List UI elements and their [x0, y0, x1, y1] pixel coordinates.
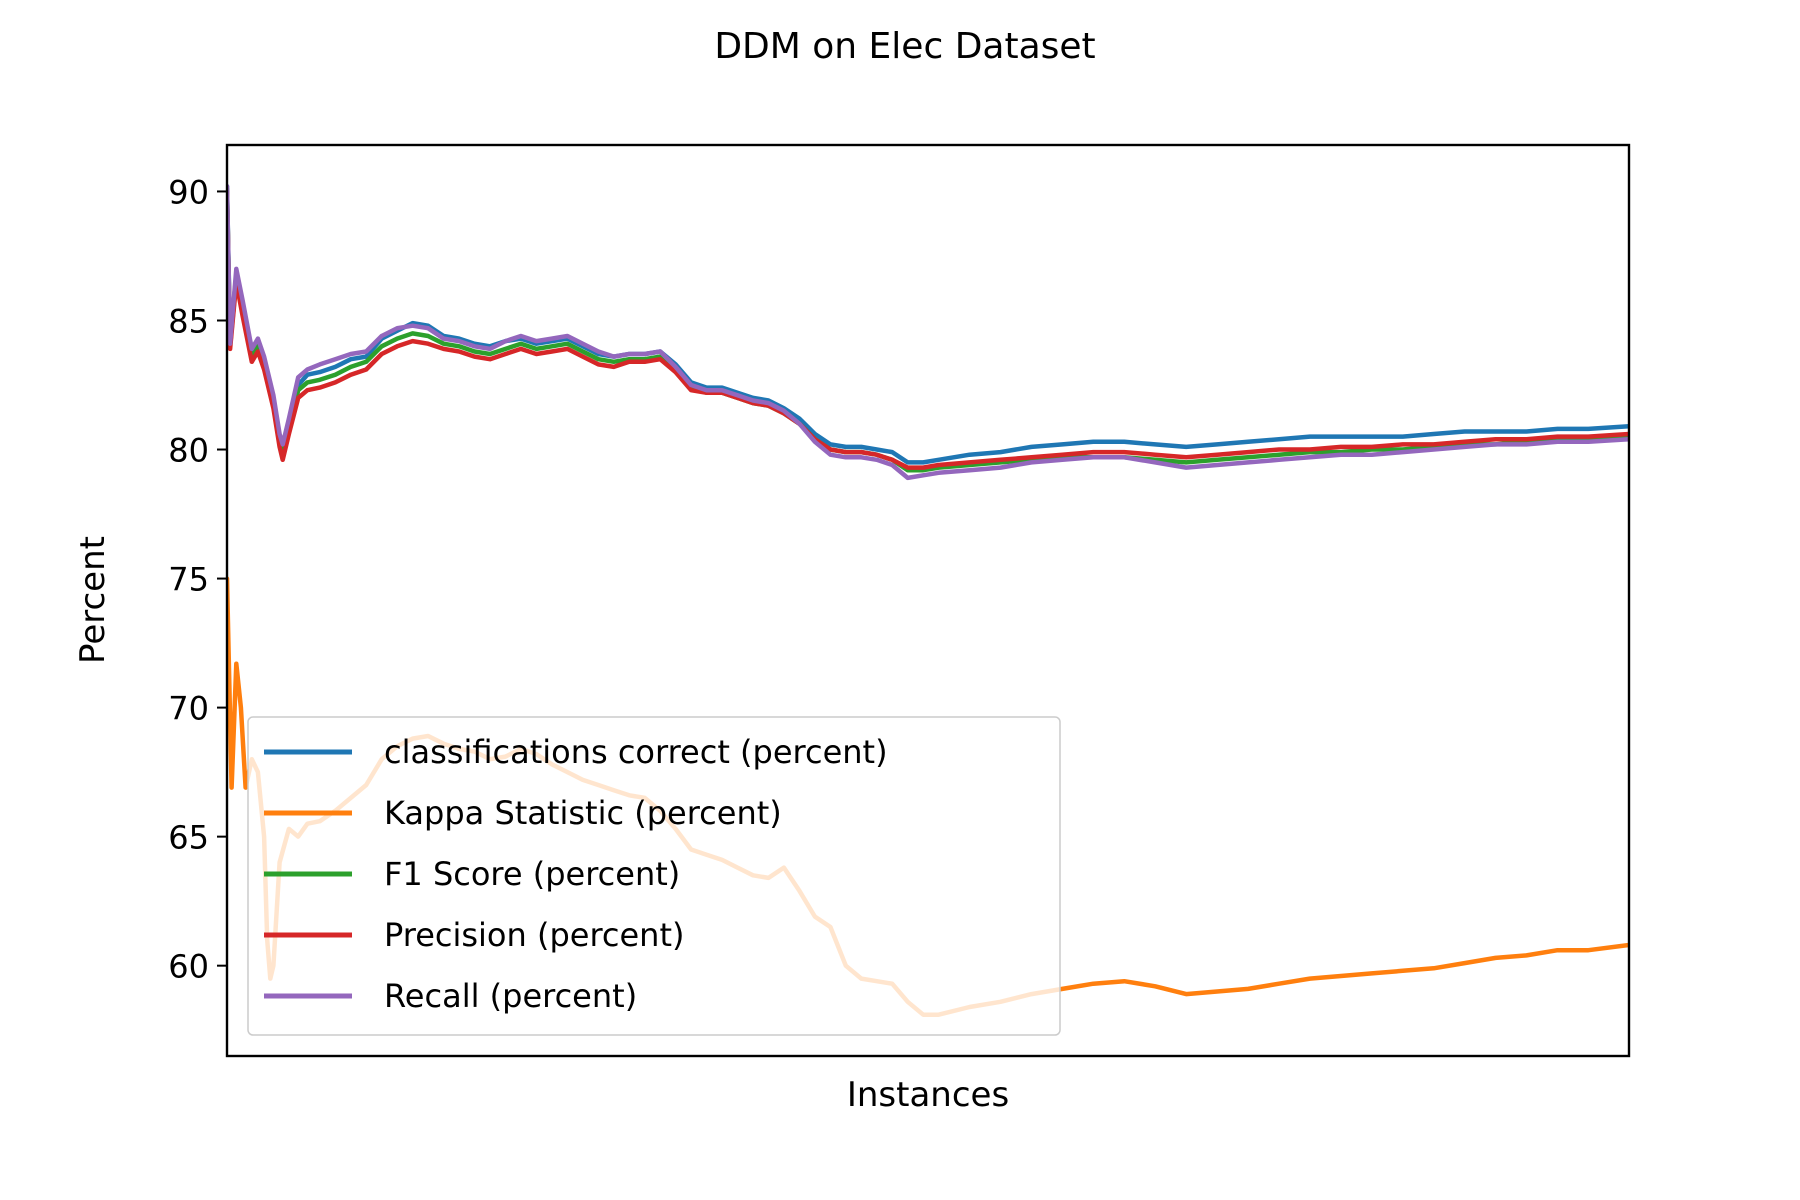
chart-title: DDM on Elec Dataset [714, 26, 1095, 67]
series-line-1 [227, 184, 1629, 465]
legend-label: Recall (percent) [384, 977, 637, 1015]
legend: classifications correct (percent) Kappa S… [247, 716, 1061, 1036]
plot-area-frame [225, 143, 1631, 1058]
series-line-4 [227, 189, 1629, 470]
y-tick-label: 90 [168, 173, 209, 211]
y-tick-label: 85 [168, 302, 209, 340]
y-tick-label: 80 [168, 432, 209, 470]
legend-label: Kappa Statistic (percent) [384, 794, 782, 832]
series-line-5 [227, 184, 1629, 481]
legend-label: F1 Score (percent) [384, 855, 680, 893]
x-axis-label: Instances [847, 1075, 1009, 1115]
y-axis-label: Percent [73, 536, 113, 664]
legend-box [247, 716, 1061, 1036]
y-tick-label: 60 [168, 948, 209, 986]
y-tick-label: 70 [168, 690, 209, 728]
y-tick-label: 75 [168, 561, 209, 599]
y-axis-ticks: 60 65 70 75 80 85 90 [168, 173, 227, 986]
legend-label: Precision (percent) [384, 916, 684, 954]
y-tick-label: 65 [168, 819, 209, 857]
legend-label: classifications correct (percent) [384, 733, 888, 771]
